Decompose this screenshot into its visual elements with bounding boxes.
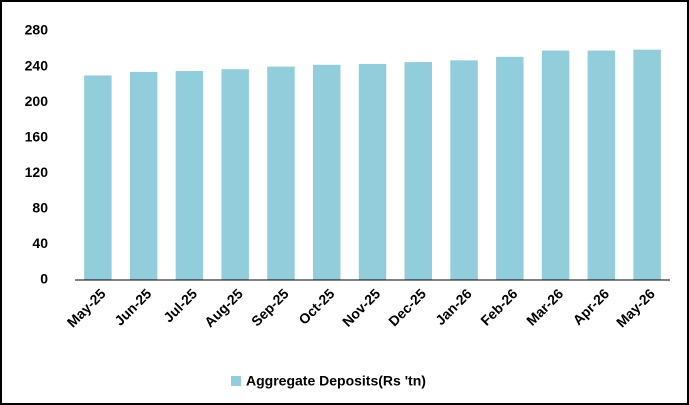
y-tick-label: 280 (25, 22, 49, 38)
bar (450, 60, 478, 280)
bar (633, 49, 661, 280)
bar (358, 63, 387, 281)
bar (404, 62, 432, 280)
bar (84, 75, 112, 280)
y-tick-label: 160 (25, 128, 49, 144)
bar (129, 71, 158, 281)
y-tick-label: 240 (25, 57, 49, 73)
bar (221, 69, 249, 280)
bar (496, 56, 524, 280)
bar (313, 64, 341, 281)
y-tick-label: 120 (25, 164, 49, 180)
bar (541, 50, 570, 280)
bar (175, 71, 204, 281)
legend-label: Aggregate Deposits(Rs 'tn) (246, 373, 426, 389)
y-tick-label: 0 (40, 271, 48, 287)
y-tick-label: 80 (32, 200, 48, 216)
legend-swatch (231, 376, 241, 386)
y-tick-label: 200 (25, 93, 49, 109)
bar (587, 50, 616, 280)
y-tick-label: 40 (32, 235, 48, 251)
bar (267, 66, 295, 280)
